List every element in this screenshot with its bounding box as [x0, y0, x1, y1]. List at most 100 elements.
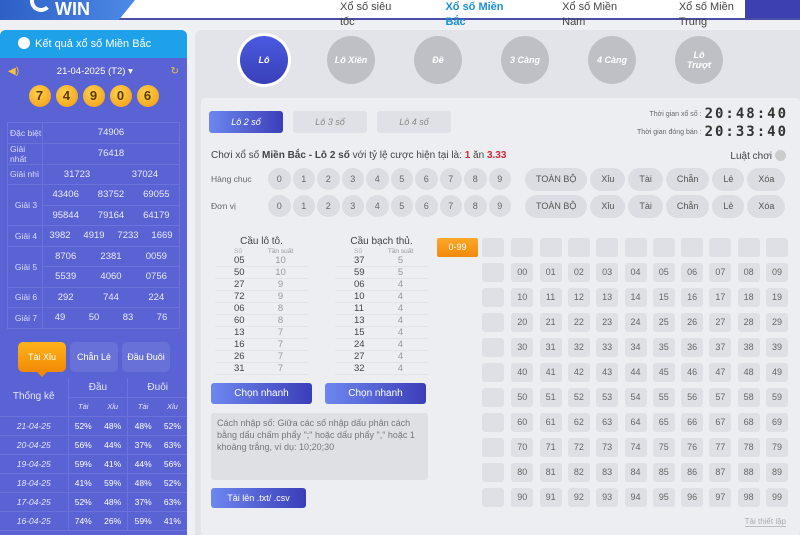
- number-cell[interactable]: 01: [539, 263, 562, 282]
- number-cell[interactable]: 94: [624, 488, 647, 507]
- number-cell[interactable]: 42: [567, 363, 590, 382]
- action-button[interactable]: Xỉu: [590, 168, 626, 191]
- number-cell[interactable]: 47: [709, 363, 732, 382]
- number-cell[interactable]: 33: [596, 338, 619, 357]
- number-cell[interactable]: 25: [652, 313, 675, 332]
- blank-cell[interactable]: [482, 463, 504, 482]
- number-cell[interactable]: 06: [681, 263, 704, 282]
- digit-button[interactable]: 0: [268, 168, 291, 190]
- number-cell[interactable]: 40: [511, 363, 534, 382]
- digit-button[interactable]: 7: [439, 195, 462, 217]
- digit-button[interactable]: 7: [439, 168, 462, 190]
- number-input[interactable]: Cách nhập số: Giữa các số nhập dấu phân …: [211, 413, 428, 480]
- digit-button[interactable]: 6: [415, 168, 438, 190]
- blank-cell[interactable]: [681, 238, 704, 257]
- nav-item[interactable]: Xổ số Miền Nam: [562, 1, 618, 28]
- number-cell[interactable]: 68: [737, 413, 760, 432]
- number-cell[interactable]: 46: [681, 363, 704, 382]
- number-cell[interactable]: 49: [766, 363, 788, 382]
- blank-cell[interactable]: [737, 238, 760, 257]
- number-cell[interactable]: 59: [766, 388, 788, 407]
- number-cell[interactable]: 91: [539, 488, 562, 507]
- number-cell[interactable]: 57: [709, 388, 732, 407]
- number-cell[interactable]: 27: [709, 313, 732, 332]
- nav-item[interactable]: Xổ số siêu tốc: [340, 1, 392, 28]
- number-cell[interactable]: 20: [511, 313, 534, 332]
- number-cell[interactable]: 48: [737, 363, 760, 382]
- number-cell[interactable]: 07: [709, 263, 732, 282]
- number-cell[interactable]: 30: [511, 338, 534, 357]
- number-cell[interactable]: 96: [681, 488, 704, 507]
- number-cell[interactable]: 62: [567, 413, 590, 432]
- number-cell[interactable]: 64: [624, 413, 647, 432]
- stats-tab[interactable]: Đầu Đuôi: [122, 342, 170, 372]
- number-cell[interactable]: 70: [511, 438, 534, 457]
- action-button[interactable]: Xóa: [747, 168, 786, 191]
- blank-cell[interactable]: [624, 238, 647, 257]
- subtype-tab[interactable]: Lô 4 số: [377, 111, 451, 133]
- reset-link[interactable]: Tải thiết lập: [744, 517, 786, 527]
- number-cell[interactable]: 35: [652, 338, 675, 357]
- number-cell[interactable]: 88: [737, 463, 760, 482]
- number-cell[interactable]: 54: [624, 388, 647, 407]
- number-cell[interactable]: 50: [511, 388, 534, 407]
- number-cell[interactable]: 81: [539, 463, 562, 482]
- action-button[interactable]: Tài: [628, 195, 663, 218]
- number-cell[interactable]: 82: [567, 463, 590, 482]
- refresh-icon[interactable]: ↻: [170, 65, 179, 77]
- number-cell[interactable]: 00: [511, 263, 534, 282]
- number-cell[interactable]: 21: [539, 313, 562, 332]
- stats-tab[interactable]: Chẵn Lẻ: [70, 342, 118, 372]
- number-cell[interactable]: 18: [737, 288, 760, 307]
- digit-button[interactable]: 6: [415, 195, 438, 217]
- number-cell[interactable]: 22: [567, 313, 590, 332]
- blank-cell[interactable]: [567, 238, 590, 257]
- number-cell[interactable]: 09: [766, 263, 788, 282]
- blank-cell[interactable]: [482, 488, 504, 507]
- number-cell[interactable]: 43: [596, 363, 619, 382]
- game-tab[interactable]: 3 Càng: [501, 36, 549, 84]
- logo[interactable]: WIN: [0, 0, 135, 20]
- number-cell[interactable]: 29: [766, 313, 788, 332]
- date-select[interactable]: 21-04-2025 (T2) ▾: [56, 65, 133, 77]
- digit-button[interactable]: 8: [464, 195, 487, 217]
- blank-cell[interactable]: [482, 388, 504, 407]
- number-cell[interactable]: 44: [624, 363, 647, 382]
- number-cell[interactable]: 63: [596, 413, 619, 432]
- number-cell[interactable]: 83: [596, 463, 619, 482]
- digit-button[interactable]: 3: [341, 168, 364, 190]
- stats-tab[interactable]: Tài Xỉu: [18, 342, 66, 377]
- quick-pick-lo-button[interactable]: Chọn nhanh: [211, 383, 312, 404]
- subtype-tab[interactable]: Lô 3 số: [293, 111, 367, 133]
- blank-cell[interactable]: [482, 338, 504, 357]
- digit-button[interactable]: 5: [390, 168, 413, 190]
- blank-cell[interactable]: [482, 263, 504, 282]
- number-cell[interactable]: 97: [709, 488, 732, 507]
- number-cell[interactable]: 95: [652, 488, 675, 507]
- number-cell[interactable]: 28: [737, 313, 760, 332]
- number-cell[interactable]: 15: [652, 288, 675, 307]
- number-cell[interactable]: 34: [624, 338, 647, 357]
- number-cell[interactable]: 37: [709, 338, 732, 357]
- game-tab[interactable]: Đề: [414, 36, 462, 84]
- number-cell[interactable]: 89: [766, 463, 788, 482]
- blank-cell[interactable]: [482, 413, 504, 432]
- digit-button[interactable]: 9: [488, 195, 511, 217]
- nav-item[interactable]: Xổ số Miền Trung: [678, 1, 734, 28]
- number-cell[interactable]: 65: [652, 413, 675, 432]
- blank-cell[interactable]: [511, 238, 534, 257]
- number-cell[interactable]: 52: [567, 388, 590, 407]
- number-cell[interactable]: 56: [681, 388, 704, 407]
- number-cell[interactable]: 60: [511, 413, 534, 432]
- action-button[interactable]: Xỉu: [590, 195, 626, 218]
- number-cell[interactable]: 90: [511, 488, 534, 507]
- digit-button[interactable]: 2: [317, 168, 340, 190]
- number-cell[interactable]: 13: [596, 288, 619, 307]
- range-button[interactable]: 0-99: [437, 238, 478, 257]
- quick-pick-bach-button[interactable]: Chọn nhanh: [325, 383, 426, 404]
- number-cell[interactable]: 14: [624, 288, 647, 307]
- digit-button[interactable]: 9: [488, 168, 511, 190]
- number-cell[interactable]: 39: [766, 338, 788, 357]
- number-cell[interactable]: 02: [567, 263, 590, 282]
- number-cell[interactable]: 93: [596, 488, 619, 507]
